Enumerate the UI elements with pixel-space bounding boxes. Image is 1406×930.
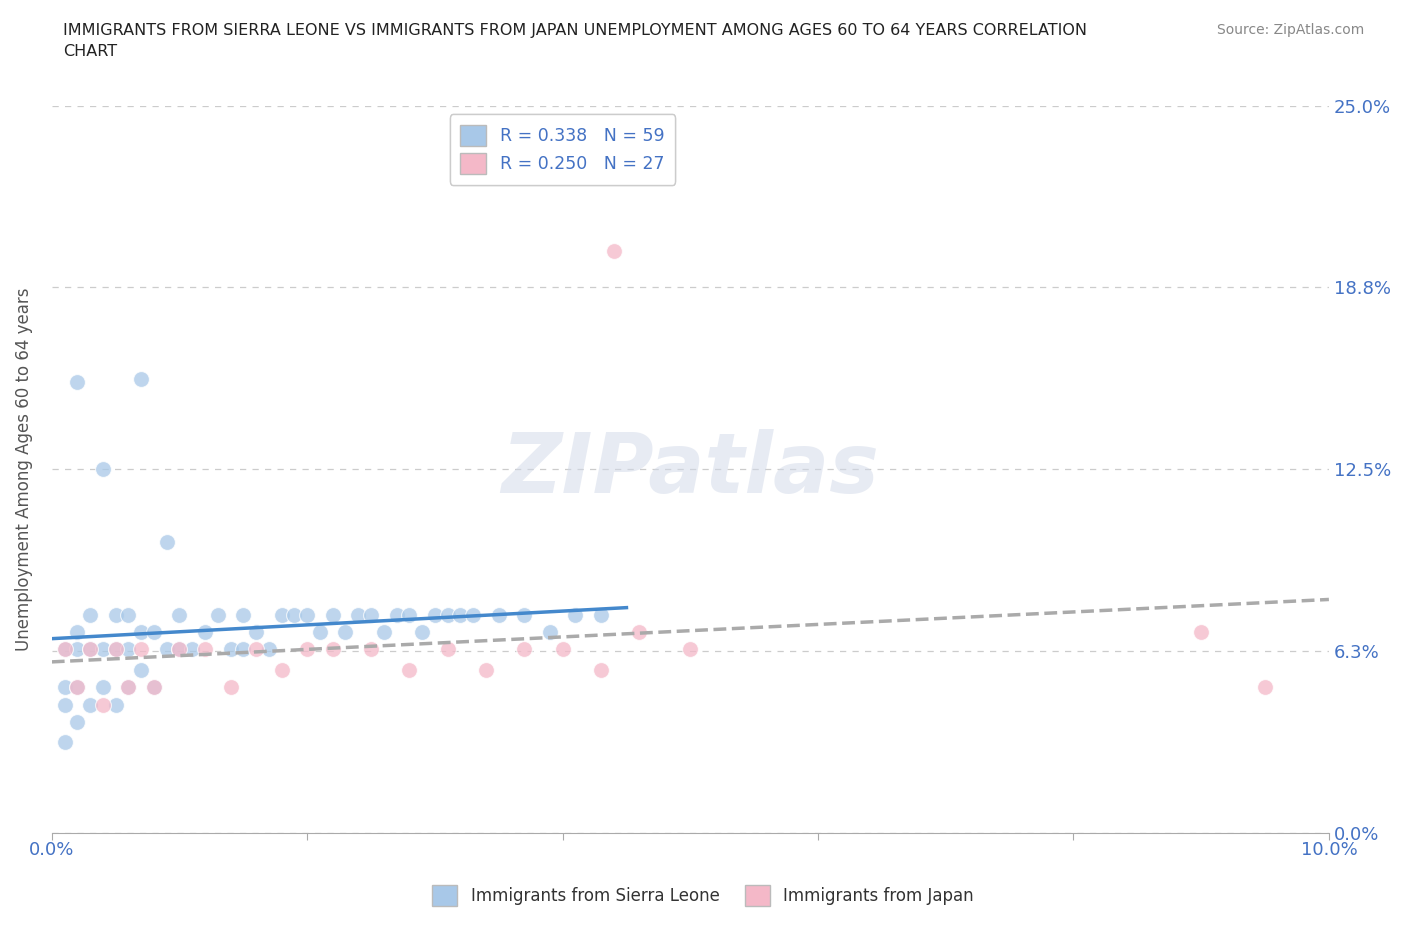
Text: Source: ZipAtlas.com: Source: ZipAtlas.com [1216,23,1364,37]
Point [207,607,229,622]
Point [245,625,267,640]
Point [385,607,408,622]
Point [475,662,498,677]
Point [194,642,217,657]
Point [589,662,612,677]
Point [513,642,536,657]
Text: 10.0%: 10.0% [1301,842,1357,859]
Point [360,607,382,622]
Point [398,662,420,677]
Point [436,642,458,657]
Point [142,625,165,640]
Point [423,607,446,622]
Point [219,642,242,657]
Point [79,607,101,622]
Point [66,625,89,640]
Point [79,642,101,657]
Legend: R = 0.338   N = 59, R = 0.250   N = 27: R = 0.338 N = 59, R = 0.250 N = 27 [450,114,675,184]
Point [53,642,76,657]
Point [194,625,217,640]
Point [169,642,191,657]
Point [66,680,89,695]
Text: IMMIGRANTS FROM SIERRA LEONE VS IMMIGRANTS FROM JAPAN UNEMPLOYMENT AMONG AGES 60: IMMIGRANTS FROM SIERRA LEONE VS IMMIGRAN… [63,23,1087,60]
Point [1254,680,1277,695]
Point [436,607,458,622]
Point [257,642,280,657]
Point [104,642,127,657]
Text: 0.0%: 0.0% [30,842,75,859]
Point [335,625,357,640]
Point [91,680,114,695]
Point [513,607,536,622]
Point [295,642,318,657]
Point [142,680,165,695]
Point [129,372,152,387]
Point [322,642,344,657]
Point [169,607,191,622]
Point [53,642,76,657]
Point [129,662,152,677]
Point [91,642,114,657]
Point [373,625,395,640]
Point [53,735,76,750]
Point [309,625,332,640]
Point [1189,625,1212,640]
Point [628,625,651,640]
Point [295,607,318,622]
Point [117,680,139,695]
Y-axis label: Unemployment Among Ages 60 to 64 years: Unemployment Among Ages 60 to 64 years [15,287,32,651]
Point [232,607,254,622]
Point [488,607,510,622]
Point [129,642,152,657]
Text: ZIPatlas: ZIPatlas [502,429,879,510]
Point [156,535,179,550]
Point [156,642,179,657]
Point [104,642,127,657]
Point [91,698,114,712]
Point [398,607,420,622]
Point [283,607,305,622]
Point [679,642,702,657]
Point [104,607,127,622]
Point [219,680,242,695]
Point [232,642,254,657]
Point [104,698,127,712]
Point [551,642,574,657]
Point [411,625,433,640]
Point [181,642,204,657]
Point [360,642,382,657]
Point [602,244,624,259]
Point [322,607,344,622]
Point [79,642,101,657]
Point [117,642,139,657]
Point [142,680,165,695]
Point [245,642,267,657]
Point [66,714,89,729]
Point [66,680,89,695]
Point [53,680,76,695]
Point [129,625,152,640]
Point [589,607,612,622]
Point [270,607,292,622]
Point [117,680,139,695]
Point [53,698,76,712]
Point [91,461,114,476]
Point [463,607,485,622]
Point [270,662,292,677]
Point [564,607,586,622]
Point [169,642,191,657]
Point [66,642,89,657]
Point [347,607,370,622]
Point [79,698,101,712]
Point [538,625,561,640]
Point [66,375,89,390]
Legend: Immigrants from Sierra Leone, Immigrants from Japan: Immigrants from Sierra Leone, Immigrants… [426,879,980,912]
Point [449,607,471,622]
Point [117,607,139,622]
